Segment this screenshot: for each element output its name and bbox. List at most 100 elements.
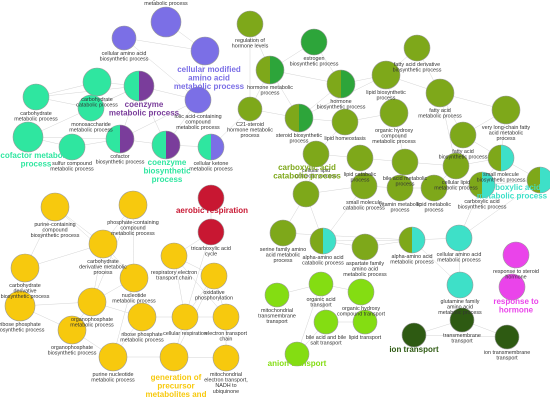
node-label-line: cellular respiration bbox=[163, 331, 207, 337]
node-circle bbox=[347, 278, 375, 306]
node-cell-resp[interactable] bbox=[171, 303, 199, 331]
node-purine-cont[interactable] bbox=[40, 192, 70, 222]
node-circle bbox=[118, 190, 148, 220]
node-lipid-homeo[interactable] bbox=[331, 108, 359, 136]
node-transmem-trans[interactable] bbox=[449, 307, 475, 333]
node-fatty-deriv[interactable] bbox=[403, 34, 431, 62]
node-monosacch[interactable] bbox=[77, 94, 105, 122]
node-serine[interactable] bbox=[269, 219, 297, 247]
node-ribose-bio[interactable] bbox=[4, 290, 36, 322]
group-label-line: metabolic process bbox=[174, 82, 245, 91]
node-carb-cat[interactable] bbox=[82, 67, 112, 97]
node-reg-hormone[interactable] bbox=[236, 10, 264, 38]
group-label-line: ion transport bbox=[389, 345, 439, 354]
node-lipid-met[interactable] bbox=[420, 174, 448, 202]
node-lipid-bio[interactable] bbox=[371, 60, 401, 90]
node-aspartate[interactable] bbox=[351, 233, 379, 261]
node-cofactor-met[interactable] bbox=[12, 121, 44, 153]
node-cellular-aa-bio[interactable] bbox=[111, 25, 137, 51]
node-coenzyme-met[interactable] bbox=[123, 70, 155, 102]
node-label-line: hormone bbox=[505, 275, 526, 281]
node-label-organophos-bio: organophosphate biosynthetic process bbox=[48, 345, 97, 357]
node-bile-met[interactable] bbox=[391, 148, 419, 176]
node-ribose-met[interactable] bbox=[127, 302, 157, 332]
node-label-line: bile acid metabolic bbox=[383, 176, 428, 182]
node-purine-nuc[interactable] bbox=[98, 342, 128, 372]
node-glutamine[interactable] bbox=[446, 271, 474, 299]
node-etc[interactable] bbox=[212, 303, 240, 331]
node-label-line: purine nucleotide bbox=[92, 372, 133, 378]
node-label-line: hormone bbox=[330, 99, 351, 105]
node-response-hormone[interactable] bbox=[498, 273, 526, 301]
node-sulfur[interactable] bbox=[58, 133, 86, 161]
node-resp-electron[interactable] bbox=[160, 242, 188, 270]
node-cell-lipid-met[interactable] bbox=[442, 152, 470, 180]
node-circle bbox=[197, 184, 225, 212]
node-aerobic[interactable] bbox=[197, 184, 225, 212]
node-vitamin[interactable] bbox=[386, 174, 414, 202]
node-coenzyme-bio[interactable] bbox=[151, 130, 181, 160]
node-small-mol-cat[interactable] bbox=[350, 172, 378, 200]
node-lipid-trans[interactable] bbox=[352, 309, 378, 335]
node-label-line: organic acid bbox=[306, 297, 335, 303]
node-steroid-bio[interactable] bbox=[284, 103, 314, 133]
node-label-line: metabolic process bbox=[111, 231, 155, 237]
node-label-line: estrogen bbox=[304, 56, 325, 62]
node-hormone-bio[interactable] bbox=[326, 69, 356, 99]
node-cell-aa-met[interactable] bbox=[445, 224, 473, 252]
node-fatty-bio[interactable] bbox=[449, 121, 477, 149]
node-label-line: lipid biosynthetic bbox=[366, 90, 406, 96]
node-carb-met[interactable] bbox=[22, 83, 50, 111]
node-cellular-mod-aa[interactable] bbox=[190, 36, 220, 66]
node-glutathione[interactable] bbox=[150, 6, 182, 38]
node-oxphos[interactable] bbox=[200, 262, 228, 290]
node-tca[interactable] bbox=[197, 218, 225, 246]
node-organophos-bio[interactable] bbox=[57, 315, 87, 345]
group-label-line: biosynthetic bbox=[143, 167, 191, 176]
node-response-steroid[interactable] bbox=[502, 241, 530, 269]
node-label-line: nucleotide bbox=[122, 293, 147, 299]
node-mito-transmem[interactable] bbox=[264, 282, 290, 308]
node-alpha-cat[interactable] bbox=[309, 227, 337, 255]
group-label-line: metabolic process bbox=[477, 192, 548, 201]
node-cell-lipid-cat[interactable] bbox=[302, 140, 330, 168]
node-cofactor-bio[interactable] bbox=[105, 124, 135, 154]
node-lipid-cat[interactable] bbox=[346, 144, 374, 172]
node-org-hydroxy-trans[interactable] bbox=[347, 278, 375, 306]
node-folic[interactable] bbox=[184, 86, 212, 114]
node-carbox-met[interactable] bbox=[526, 166, 550, 194]
node-label-line: biosynthetic process bbox=[477, 178, 526, 184]
node-vlcfa[interactable] bbox=[491, 95, 521, 125]
node-cell-ketone[interactable] bbox=[197, 133, 225, 161]
node-outline bbox=[255, 55, 285, 85]
node-carb-deriv-bio[interactable] bbox=[10, 253, 40, 283]
node-c21[interactable] bbox=[237, 96, 263, 122]
node-alpha-met[interactable] bbox=[398, 226, 426, 254]
node-nucleotide[interactable] bbox=[119, 263, 149, 293]
node-carbox-cat[interactable] bbox=[292, 180, 320, 208]
node-anion[interactable] bbox=[284, 341, 310, 367]
group-label-carbox-met: carboxylic acid metabolic process bbox=[477, 183, 548, 201]
node-ion-transmem[interactable] bbox=[494, 324, 520, 350]
group-label-line: response to bbox=[493, 297, 538, 306]
node-estrogen[interactable] bbox=[300, 28, 328, 56]
node-generation[interactable] bbox=[159, 342, 189, 372]
node-carb-deriv-met[interactable] bbox=[88, 229, 118, 259]
node-ion-trans[interactable] bbox=[401, 322, 427, 348]
node-fatty-met[interactable] bbox=[425, 78, 455, 108]
node-organic-acid[interactable] bbox=[308, 271, 334, 297]
node-label-line: alpha-amino acid bbox=[302, 255, 343, 261]
node-label-line: acid metabolic bbox=[489, 131, 524, 137]
node-hormone-met[interactable] bbox=[255, 55, 285, 85]
node-label-bile-trans: bile acid and bile salt transport bbox=[306, 335, 346, 347]
node-carbox-bio[interactable] bbox=[468, 171, 496, 199]
node-bile-trans[interactable] bbox=[313, 309, 339, 335]
node-label-organic-acid: organic acid transport bbox=[306, 297, 335, 309]
node-label-hormone-met: hormone metabolic process bbox=[247, 85, 293, 97]
node-org-hydroxy[interactable] bbox=[379, 98, 409, 128]
node-mito-etc[interactable] bbox=[212, 344, 240, 372]
node-small-mol-bio[interactable] bbox=[487, 144, 515, 172]
node-organophos-met[interactable] bbox=[77, 287, 107, 317]
node-label-line: tricarboxylic acid bbox=[191, 246, 231, 252]
node-phosphate-cont[interactable] bbox=[118, 190, 148, 220]
